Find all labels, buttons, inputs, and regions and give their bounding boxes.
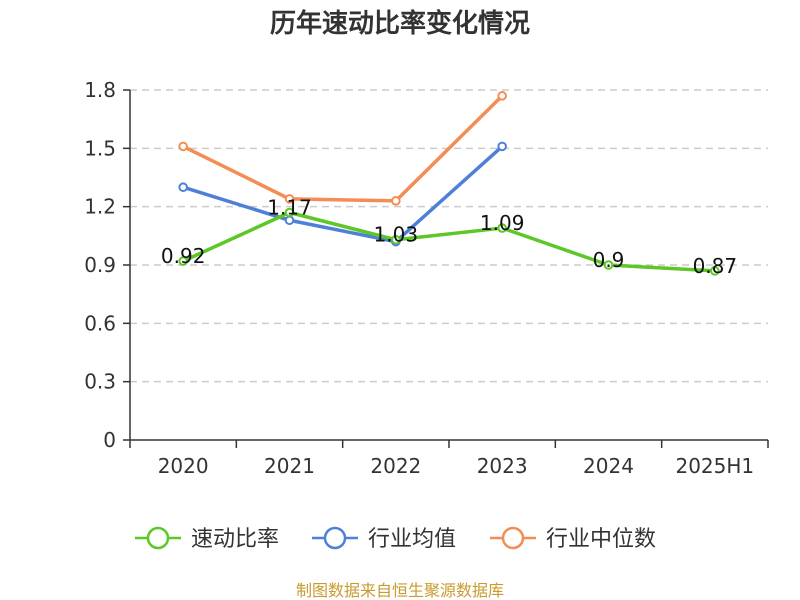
legend-marker <box>323 526 347 550</box>
data-point <box>391 196 401 206</box>
series-line <box>181 94 504 203</box>
grid-lines <box>130 89 768 383</box>
data-point <box>710 266 720 276</box>
legend-marker <box>501 526 525 550</box>
series-0 <box>178 207 720 276</box>
data-label: 1.09 <box>480 211 525 235</box>
y-tick-label: 1.2 <box>84 195 116 219</box>
y-tick-label: 1.8 <box>84 78 116 102</box>
x-tick-label: 2025H1 <box>675 454 754 478</box>
data-label: 1.03 <box>374 223 419 247</box>
legend-label: 速动比率 <box>191 527 279 552</box>
y-tick-label: 0.3 <box>84 370 116 394</box>
source-note: 制图数据来自恒生聚源数据库 <box>296 581 504 600</box>
x-tick-label: 2024 <box>583 454 634 478</box>
series-line <box>181 144 504 244</box>
legend-marker <box>146 526 170 550</box>
data-point <box>391 234 401 245</box>
data-label: 1.17 <box>267 196 312 220</box>
data-point <box>178 256 188 266</box>
data-point <box>178 141 188 152</box>
data-point <box>178 182 188 193</box>
data-point <box>603 260 614 270</box>
x-tick-label: 2022 <box>370 454 421 478</box>
data-point <box>284 207 295 218</box>
legend-label: 行业中位数 <box>546 527 656 552</box>
legend-item[interactable]: 行业均值 <box>312 526 456 552</box>
chart-title: 历年速动比率变化情况 <box>270 8 530 39</box>
series-lines <box>178 91 720 276</box>
data-labels: 0.92 1.17 1.03 1.09 0.9 0.87 <box>161 196 737 278</box>
series-2 <box>178 91 507 206</box>
axes: 0 0.3 0.6 0.9 1.2 1.5 1.8 2020 2021 2022 2023 2024 2… <box>84 78 769 478</box>
data-point <box>497 141 507 152</box>
data-point <box>497 223 507 233</box>
data-point <box>284 194 295 204</box>
x-tick-label: 2021 <box>264 454 315 478</box>
data-label: 0.87 <box>693 254 738 278</box>
y-tick-label: 0.9 <box>84 253 116 277</box>
legend-item[interactable]: 行业中位数 <box>490 526 656 552</box>
data-label: 0.92 <box>161 244 206 268</box>
series-line <box>181 210 717 273</box>
y-tick-label: 1.5 <box>84 136 116 160</box>
legend-item[interactable]: 速动比率 <box>135 526 279 552</box>
x-tick-label: 2020 <box>158 454 209 478</box>
legend-label: 行业均值 <box>368 527 456 552</box>
y-tick-label: 0 <box>103 428 116 452</box>
data-point <box>497 91 507 101</box>
series-1 <box>178 141 507 247</box>
y-tick-label: 0.6 <box>84 311 116 335</box>
x-tick-label: 2023 <box>477 454 528 478</box>
data-label: 0.9 <box>593 248 625 272</box>
legend[interactable]: 速动比率 行业均值 行业中位数 <box>135 526 656 552</box>
